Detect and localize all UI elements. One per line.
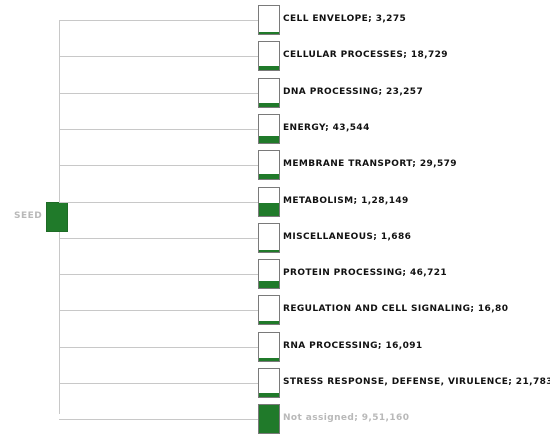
connector-line [59,93,258,94]
category-fill-bar [259,281,279,288]
category-fill-bar [259,250,279,252]
category-fill-bar [259,174,279,179]
category-label: PROTEIN PROCESSING; 46,721 [283,268,448,278]
category-label: METABOLISM; 1,28,149 [283,196,409,206]
category-fill-bar [259,203,279,216]
category-label: STRESS RESPONSE, DEFENSE, VIRULENCE; 21,… [283,377,550,387]
connector-line [59,202,258,203]
category-node[interactable] [258,295,280,325]
connector-line [59,274,258,275]
category-node[interactable] [258,150,280,180]
root-node[interactable] [46,202,68,232]
category-label: CELLULAR PROCESSES; 18,729 [283,50,448,60]
category-label: RNA PROCESSING; 16,091 [283,341,423,351]
connector-line [59,419,258,420]
category-node[interactable] [258,187,280,217]
category-fill-bar [259,358,279,361]
category-label: REGULATION AND CELL SIGNALING; 16,80 [283,304,509,314]
category-label: DNA PROCESSING; 23,257 [283,87,424,97]
category-node[interactable] [258,332,280,362]
category-fill-bar [259,321,279,324]
connector-line [59,383,258,384]
connector-line [59,129,258,130]
category-node[interactable] [258,114,280,144]
connector-line [59,310,258,311]
category-label: CELL ENVELOPE; 3,275 [283,14,407,24]
category-node[interactable] [258,41,280,71]
category-node[interactable] [258,78,280,108]
connector-line [59,56,258,57]
category-node[interactable] [258,259,280,289]
category-label: MISCELLANEOUS; 1,686 [283,232,412,242]
category-fill-bar [259,393,279,397]
category-node[interactable] [258,404,280,434]
category-node[interactable] [258,368,280,398]
category-fill-bar [259,32,279,34]
category-label: ENERGY; 43,544 [283,123,370,133]
category-node[interactable] [258,5,280,35]
category-node[interactable] [258,223,280,253]
connector-line [59,238,258,239]
category-fill-bar [259,405,279,433]
category-fill-bar [259,66,279,70]
category-label: Not assigned; 9,51,160 [283,413,410,423]
category-fill-bar [259,136,279,143]
category-fill-bar [259,103,279,107]
connector-line [59,347,258,348]
category-label: MEMBRANE TRANSPORT; 29,579 [283,159,457,169]
connector-line [59,20,258,21]
connector-line [59,165,258,166]
root-label: SEED [14,211,43,221]
